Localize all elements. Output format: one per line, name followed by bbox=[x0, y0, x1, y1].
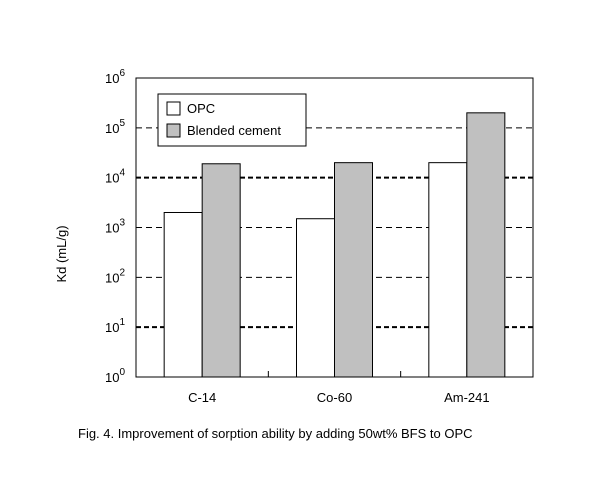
bars bbox=[163, 112, 506, 378]
y-tick-label: 101 bbox=[105, 317, 125, 335]
y-tick-label: 100 bbox=[105, 367, 125, 385]
bar bbox=[428, 162, 468, 378]
legend-swatch bbox=[166, 101, 181, 116]
x-tick-labels: C-14 Co-60 Am-241 bbox=[188, 390, 490, 405]
y-tick-label: 104 bbox=[105, 168, 125, 186]
legend-box bbox=[157, 93, 307, 147]
bar bbox=[334, 162, 373, 378]
bar bbox=[296, 218, 335, 378]
x-tick-label: Am-241 bbox=[444, 390, 490, 405]
bar bbox=[466, 112, 506, 378]
bar bbox=[201, 163, 241, 378]
axes bbox=[135, 77, 534, 378]
figure-caption: Fig. 4. Improvement of sorption ability … bbox=[78, 426, 473, 441]
y-axis-title: Kd (mL/g) bbox=[54, 225, 69, 282]
legend-label: OPC bbox=[187, 101, 215, 116]
bar bbox=[163, 211, 203, 378]
y-tick-label: 102 bbox=[105, 267, 125, 285]
plot-frame bbox=[135, 77, 534, 378]
y-tick-label: 103 bbox=[105, 218, 125, 236]
x-tick-label: C-14 bbox=[188, 390, 216, 405]
y-tick-label: 106 bbox=[105, 68, 125, 86]
x-tick-label: Co-60 bbox=[317, 390, 352, 405]
y-tick-labels: 100 101 102 103 104 105 106 bbox=[105, 68, 125, 385]
legend-swatch bbox=[166, 123, 181, 138]
legend: OPC Blended cement bbox=[157, 93, 307, 147]
y-tick-label: 105 bbox=[105, 118, 125, 136]
legend-label: Blended cement bbox=[187, 123, 281, 138]
